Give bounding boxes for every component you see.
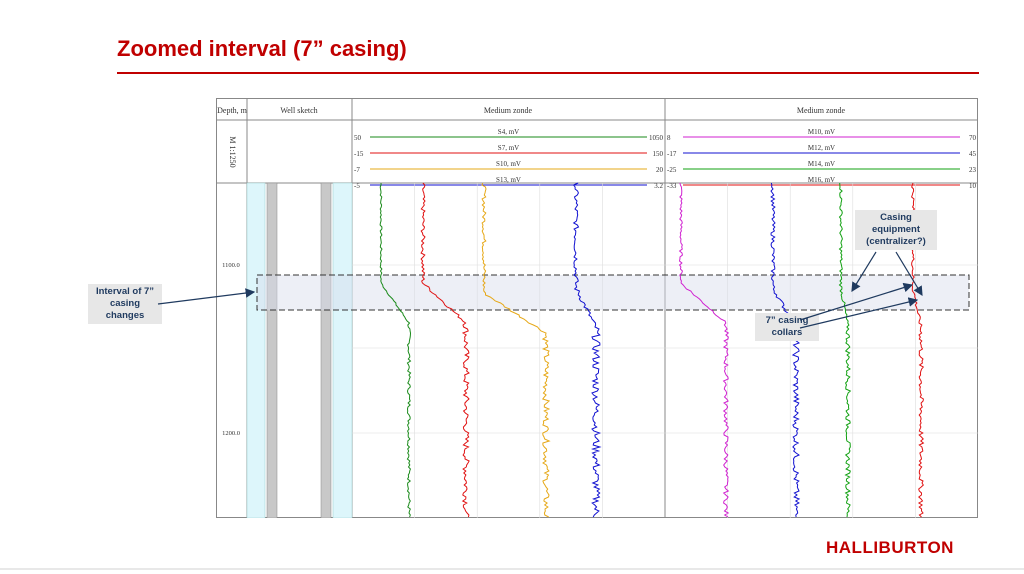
footer-divider — [0, 568, 1024, 570]
curve-min: -5 — [354, 182, 360, 190]
well-sketch-header: Well sketch — [280, 106, 317, 115]
interval-callout: Interval of 7” casing changes — [88, 284, 162, 324]
curve-header-m16: M16, mV -33 10 — [667, 176, 977, 190]
curve-header-s4: S4, mV 50 1050 — [354, 128, 664, 142]
depth-label: 1100.0 — [222, 262, 240, 269]
curve-max: 23 — [969, 166, 977, 174]
curve-max: 45 — [969, 150, 977, 158]
interval-highlight — [256, 274, 970, 311]
curve-s7 — [420, 182, 470, 518]
well-sketch — [246, 182, 353, 518]
curve-header-s10: S10, mV -7 20 — [354, 160, 664, 174]
curve-m14 — [838, 182, 852, 518]
curve-m10 — [678, 182, 730, 518]
track2-header: Medium zonde — [797, 106, 846, 115]
curve-min: 50 — [354, 134, 362, 142]
curve-min: -17 — [667, 150, 677, 158]
well-log-chart: Depth, m M 1:1250 Well sketch Medium zon… — [216, 98, 978, 518]
curve-name: M12, mV — [808, 144, 835, 152]
curve-s13 — [572, 182, 602, 518]
curve-min: -33 — [667, 182, 677, 190]
curve-name: M16, mV — [808, 176, 835, 184]
curve-max: 10 — [969, 182, 977, 190]
curve-name: S10, mV — [496, 160, 521, 168]
curve-min: 8 — [667, 134, 671, 142]
curve-header-m14: M14, mV -25 23 — [667, 160, 977, 174]
curve-max: 150 — [653, 150, 664, 158]
track1-header: Medium zonde — [484, 106, 533, 115]
curve-max: 1050 — [649, 134, 664, 142]
collars-callout: 7” casing collars — [755, 313, 819, 341]
title-divider — [117, 72, 979, 74]
depth-label: 1200.0 — [222, 430, 240, 437]
depth-column-header: Depth, m — [217, 106, 248, 115]
slide-title: Zoomed interval (7” casing) — [117, 36, 407, 61]
halliburton-logo: HALLIBURTON — [826, 538, 954, 557]
curve-min: -25 — [667, 166, 677, 174]
curve-s10 — [481, 182, 551, 518]
curve-name: M10, mV — [808, 128, 835, 136]
equipment-callout: Casing equipment (centralizer?) — [855, 210, 937, 250]
curve-max: 20 — [656, 166, 664, 174]
scale-label: M 1:1250 — [228, 136, 237, 167]
curve-name: S4, mV — [498, 128, 519, 136]
curve-name: M14, mV — [808, 160, 835, 168]
curve-min: -7 — [354, 166, 360, 174]
curve-header-s7: S7, mV -15 150 — [354, 144, 664, 158]
curve-max: 70 — [969, 134, 977, 142]
curve-s4 — [379, 182, 412, 518]
curve-max: 3.2 — [654, 182, 663, 190]
curve-min: -15 — [354, 150, 364, 158]
curve-header-m12: M12, mV -17 45 — [667, 144, 977, 158]
curve-header-m10: M10, mV 8 70 — [667, 128, 977, 142]
curve-m12 — [770, 182, 801, 518]
curve-name: S7, mV — [498, 144, 519, 152]
curve-header-s13: S13, mV -5 3.2 — [354, 176, 664, 190]
curve-name: S13, mV — [496, 176, 521, 184]
